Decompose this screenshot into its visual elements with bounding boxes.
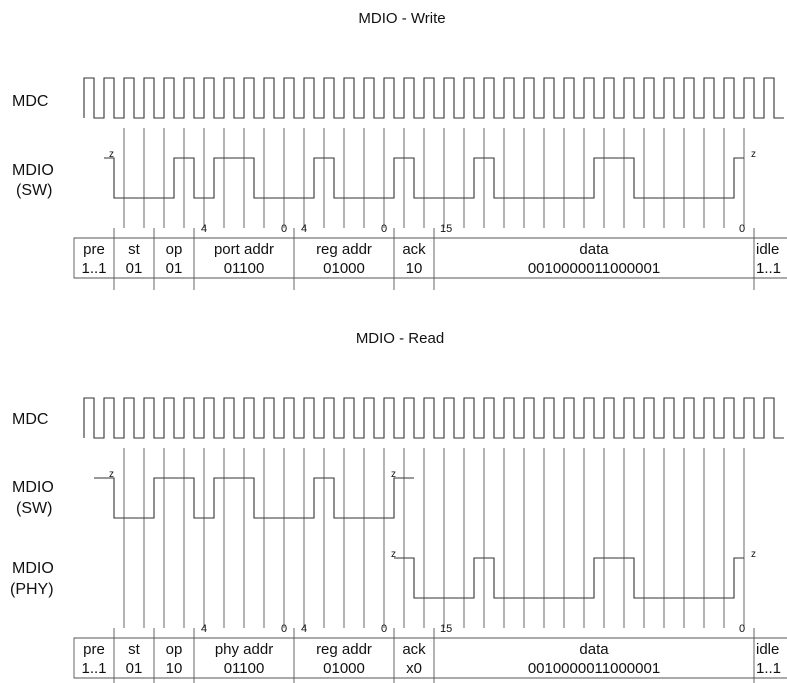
read-z-marker: z (751, 549, 756, 560)
frame-field-value: 10 (166, 660, 183, 677)
frame-field-name: idle (756, 641, 779, 658)
frame-field-value: 01 (166, 260, 183, 277)
write-mdio-sw-label: MDIO (12, 162, 54, 179)
frame-field-name: port addr (214, 241, 274, 258)
write-bit-number: 15 (440, 223, 452, 235)
write-z-marker: z (109, 149, 114, 160)
read-bit-number: 4 (301, 623, 307, 635)
frame-field-name: idle (756, 241, 779, 258)
frame-field-value: 01000 (323, 260, 365, 277)
frame-field-name: pre (83, 241, 105, 258)
frame-field-value: 0010000011000001 (528, 660, 660, 677)
write-bit-grid (123, 128, 745, 228)
read-bit-grid (123, 448, 745, 628)
read-mdio-phy-label-2: (PHY) (10, 581, 54, 598)
write-bit-number: 0 (739, 223, 745, 235)
frame-field-value: 1..1 (81, 660, 106, 677)
read-mdio-sw-label: MDIO (12, 479, 54, 496)
frame-field-value: 01100 (224, 260, 265, 277)
frame-field-name: data (579, 641, 609, 658)
frame-field-name: st (128, 241, 141, 258)
read-section: MDIO - Read MDC MDIO (SW) MDIO (PHY) z z… (10, 330, 787, 683)
read-z-marker: z (391, 469, 396, 480)
frame-field-value: 1..1 (756, 260, 781, 277)
frame-field-name: data (579, 241, 609, 258)
write-bit-number: 0 (281, 223, 287, 235)
read-bit-number: 15 (440, 623, 452, 635)
read-mdio-phy-label: MDIO (12, 560, 54, 577)
frame-field-value: 01 (126, 660, 143, 677)
read-z-marker: z (391, 549, 396, 560)
write-title: MDIO - Write (358, 10, 445, 27)
read-bit-number: 0 (739, 623, 745, 635)
frame-field-value: 01 (126, 260, 143, 277)
read-bit-number: 0 (381, 623, 387, 635)
read-mdc-label: MDC (12, 411, 48, 428)
read-bit-number: 4 (201, 623, 207, 635)
write-bit-number: 4 (201, 223, 207, 235)
frame-field-name: st (128, 641, 141, 658)
frame-field-name: phy addr (215, 641, 273, 658)
write-bit-number: 4 (301, 223, 307, 235)
frame-table-border (73, 237, 787, 279)
frame-field-value: x0 (406, 660, 422, 677)
frame-field-value: 01000 (323, 660, 365, 677)
write-bit-number: 0 (381, 223, 387, 235)
frame-field-name: reg addr (316, 641, 372, 658)
write-mdio-sw-label-2: (SW) (16, 182, 52, 199)
read-frame-table: pre 1..1 st 01 op 10 phy addr 01100 reg addr 0100… (73, 628, 787, 683)
write-mdc-clock-waveform (83, 77, 784, 119)
frame-table-border (73, 637, 787, 679)
read-mdio-phy-waveform (394, 557, 744, 599)
frame-field-value: 1..1 (81, 260, 106, 277)
frame-field-name: reg addr (316, 241, 372, 258)
write-mdio-sw-waveform (104, 157, 744, 199)
read-bit-number: 0 (281, 623, 287, 635)
read-z-marker: z (109, 469, 114, 480)
write-section: MDIO - Write MDC MDIO (SW) z z 4 0 4 0 1… (12, 10, 787, 290)
read-mdio-sw-label-2: (SW) (16, 500, 52, 517)
write-frame-table: pre 1..1 st 01 op 01 port addr 01100 reg addr 010… (73, 228, 787, 290)
read-title: MDIO - Read (356, 330, 444, 347)
frame-field-name: op (166, 241, 183, 258)
frame-field-value: 1..1 (756, 660, 781, 677)
frame-field-value: 10 (406, 260, 423, 277)
frame-field-name: ack (402, 641, 426, 658)
frame-field-name: ack (402, 241, 426, 258)
write-z-marker: z (751, 149, 756, 160)
frame-field-name: op (166, 641, 183, 658)
frame-field-name: pre (83, 641, 105, 658)
frame-field-value: 0010000011000001 (528, 260, 660, 277)
read-mdc-clock-waveform (83, 397, 784, 439)
read-mdio-sw-waveform (94, 477, 414, 519)
write-mdc-label: MDC (12, 93, 48, 110)
frame-field-value: 01100 (224, 660, 265, 677)
